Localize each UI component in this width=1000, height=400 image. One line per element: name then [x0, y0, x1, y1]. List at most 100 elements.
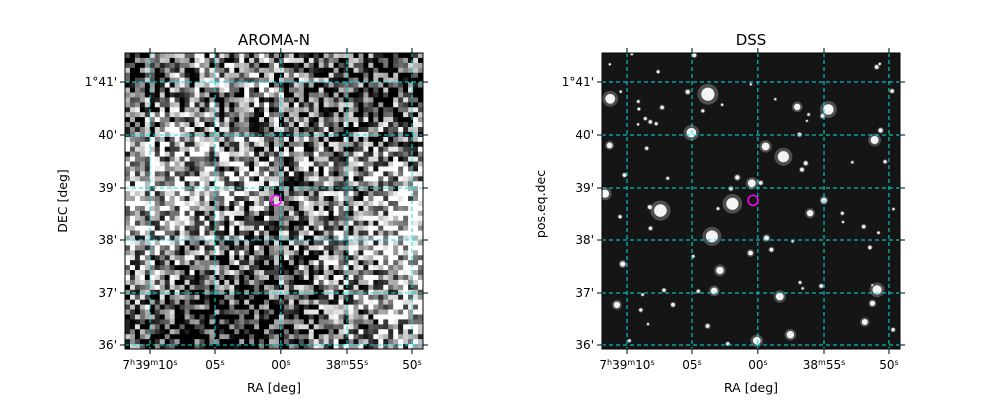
pixel: [278, 117, 285, 123]
pixel: [244, 141, 250, 148]
pixel: [318, 279, 324, 286]
pixel: [219, 136, 225, 143]
pixel: [234, 344, 240, 349]
pixel: [293, 117, 300, 123]
pixel: [199, 102, 205, 108]
pixel: [398, 53, 404, 59]
pixel: [125, 284, 131, 291]
pixel: [373, 265, 379, 271]
pixel: [348, 156, 354, 162]
pixel: [283, 176, 290, 182]
pixel: [259, 176, 265, 182]
pixel: [174, 151, 180, 157]
pixel: [134, 131, 141, 138]
pixel: [269, 329, 275, 335]
pixel: [343, 225, 349, 231]
pixel: [298, 324, 305, 330]
pixel: [298, 255, 305, 261]
pixel: [363, 344, 369, 349]
pixel: [328, 294, 334, 300]
pixel: [194, 151, 200, 157]
pixel: [144, 210, 151, 217]
pixel: [303, 122, 310, 128]
pixel: [413, 82, 419, 88]
pixel: [169, 186, 175, 192]
y-tick-label: 37': [98, 286, 117, 300]
pixel: [274, 235, 280, 241]
pixel: [393, 210, 399, 217]
pixel: [288, 334, 295, 340]
pixel: [204, 112, 210, 118]
pixel: [388, 166, 394, 172]
pixel: [288, 92, 295, 98]
pixel: [363, 136, 369, 143]
pixel: [154, 245, 161, 251]
star: [729, 186, 733, 191]
pixel: [174, 324, 180, 330]
pixel: [264, 275, 270, 281]
pixel: [194, 230, 200, 236]
pixel: [224, 324, 230, 330]
pixel: [229, 225, 235, 231]
pixel: [343, 166, 349, 172]
pixel: [413, 240, 419, 246]
pixel: [229, 240, 235, 246]
pixel: [343, 146, 349, 152]
pixel: [373, 161, 379, 167]
pixel: [293, 53, 300, 59]
pixel: [219, 215, 225, 222]
pixel: [353, 102, 359, 108]
pixel: [194, 240, 200, 246]
pixel: [293, 67, 300, 74]
pixel: [204, 146, 210, 152]
pixel: [408, 220, 414, 226]
pixel: [259, 270, 265, 276]
pixel: [249, 141, 255, 148]
pixel: [274, 279, 280, 286]
pixel: [194, 57, 200, 64]
pixel: [134, 171, 141, 177]
pixel: [283, 171, 290, 177]
pixel: [194, 112, 200, 118]
pixel: [264, 92, 270, 98]
pixel: [288, 289, 295, 296]
pixel: [418, 67, 423, 74]
pixel: [174, 107, 180, 113]
pixel: [219, 314, 225, 320]
pixel: [244, 57, 250, 64]
pixel: [328, 245, 334, 251]
pixel: [219, 151, 225, 157]
pixel: [249, 299, 255, 305]
pixel: [353, 329, 359, 335]
pixel: [269, 151, 275, 157]
pixel: [184, 255, 190, 261]
pixel: [278, 87, 285, 93]
pixel: [408, 329, 414, 335]
pixel: [388, 279, 394, 286]
pixel: [129, 235, 136, 241]
pixel: [264, 265, 270, 271]
pixel: [259, 235, 265, 241]
pixel: [278, 146, 285, 152]
pixel: [214, 314, 220, 320]
pixel: [403, 97, 409, 103]
pixel: [189, 205, 195, 212]
pixel: [303, 210, 310, 217]
pixel: [338, 67, 344, 74]
pixel: [343, 131, 349, 138]
pixel: [125, 186, 131, 192]
pixel: [224, 215, 230, 222]
pixel: [184, 270, 190, 276]
pixel: [244, 309, 250, 315]
pixel: [149, 304, 156, 310]
pixel: [348, 205, 354, 212]
pixel: [264, 329, 270, 335]
pixel: [269, 181, 275, 187]
pixel: [219, 146, 225, 152]
pixel: [154, 151, 161, 157]
pixel: [209, 240, 215, 246]
pixel: [224, 250, 230, 256]
pixel: [388, 215, 394, 222]
pixel: [234, 97, 240, 103]
pixel: [398, 82, 404, 88]
